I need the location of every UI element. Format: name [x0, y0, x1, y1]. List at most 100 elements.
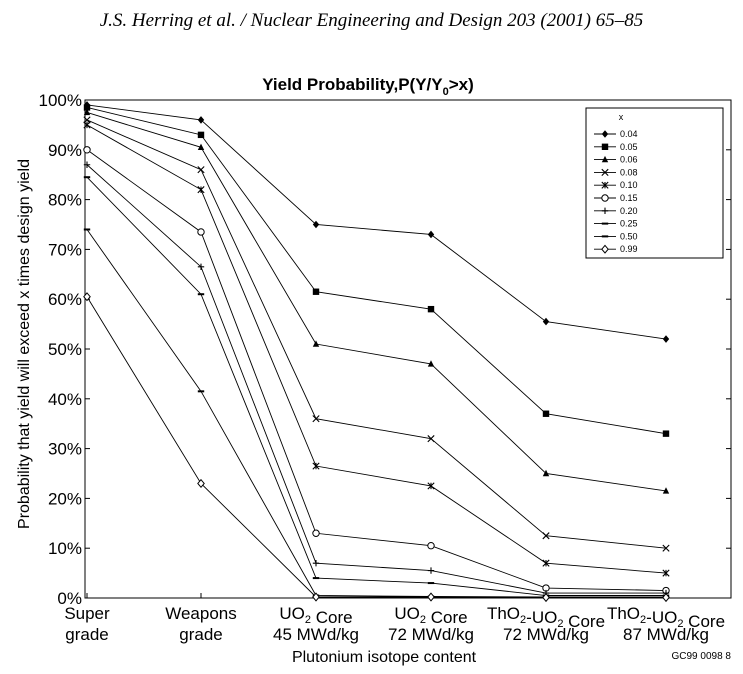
legend-label: 0.08	[620, 167, 638, 177]
legend-label: 0.20	[620, 206, 638, 216]
x-tick-label: ThO2-UO2 Core	[607, 604, 725, 631]
data-point	[197, 186, 205, 194]
data-point	[197, 131, 205, 139]
legend-item: 0.15	[594, 193, 638, 203]
legend-item: 0.10	[594, 180, 638, 190]
data-point	[83, 292, 91, 302]
data-point	[427, 305, 435, 313]
data-point	[427, 482, 435, 490]
series-line-0.50	[86, 229, 666, 598]
legend-label: 0.15	[620, 193, 638, 203]
data-point	[427, 542, 435, 550]
legend-marker	[601, 181, 609, 189]
y-tick-label: 100%	[39, 91, 82, 110]
x-axis-label: Plutonium isotope content	[292, 649, 477, 666]
series-0.20	[83, 161, 670, 597]
legend-item: 0.50	[594, 231, 638, 241]
legend-item: 0.04	[594, 129, 638, 139]
x-tick-label-line2: 87 MWd/kg	[623, 625, 709, 644]
legend-marker	[601, 130, 609, 138]
data-point	[662, 487, 670, 494]
legend-label: 0.25	[620, 219, 638, 229]
x-tick-label-line2: grade	[65, 625, 108, 644]
legend-marker	[601, 194, 609, 202]
series-0.06	[83, 108, 670, 494]
chart-title: Yield Probability,P(Y/Y0>x)	[262, 75, 474, 98]
data-point	[312, 288, 320, 295]
data-point	[197, 263, 205, 271]
y-tick-label: 20%	[48, 489, 82, 508]
legend-marker	[601, 168, 609, 176]
legend-label: 0.05	[620, 142, 638, 152]
series-line-0.05	[86, 107, 667, 435]
legend-item: 0.05	[594, 142, 638, 152]
series-0.15	[83, 146, 670, 595]
series-line-0.10	[86, 124, 667, 574]
legend-item: 0.20	[594, 206, 638, 216]
series-0.08	[83, 116, 670, 552]
journal-header: J.S. Herring et al. / Nuclear Engineerin…	[99, 10, 644, 31]
series-line-0.25	[86, 176, 666, 596]
series-0.99	[83, 292, 670, 603]
y-tick-label: 10%	[48, 539, 82, 558]
x-tick-label-line2: 72 MWd/kg	[503, 625, 589, 644]
data-point	[197, 228, 205, 236]
data-point	[542, 559, 550, 567]
data-point	[542, 410, 550, 417]
y-tick-label: 30%	[48, 440, 82, 459]
data-point	[427, 360, 435, 367]
x-tick-label-line2: 72 MWd/kg	[388, 625, 474, 644]
y-tick-label: 40%	[48, 390, 82, 409]
y-tick-label: 0%	[57, 589, 82, 608]
legend-marker	[601, 207, 609, 214]
y-axis-label: Probability that yield will exceed x tim…	[16, 159, 33, 529]
series-line-0.04	[86, 104, 667, 340]
legend-title: x	[619, 112, 624, 122]
data-point	[197, 478, 205, 489]
legend-label: 0.06	[620, 155, 638, 165]
data-point	[427, 435, 435, 443]
legend-box	[585, 107, 724, 259]
data-point	[312, 559, 320, 567]
x-tick-label: Super	[64, 604, 110, 623]
data-point	[197, 166, 205, 174]
legend-marker	[601, 155, 609, 163]
legend-label: 0.04	[620, 129, 638, 139]
data-point	[662, 569, 670, 577]
data-point	[83, 161, 91, 168]
data-point	[83, 104, 91, 111]
legend-marker	[601, 143, 609, 150]
series-line-0.20	[86, 164, 666, 594]
data-point	[542, 532, 550, 540]
x-tick-label: Weapons	[165, 604, 237, 623]
y-tick-label: 70%	[48, 240, 82, 259]
series-line-0.99	[86, 296, 666, 598]
data-point	[662, 544, 670, 552]
data-point	[312, 529, 320, 537]
legend-label: 0.99	[620, 244, 638, 254]
series-0.10	[83, 121, 670, 577]
data-point	[197, 143, 205, 151]
data-point	[542, 469, 550, 477]
x-tick-label-line2: 45 MWd/kg	[273, 625, 359, 644]
data-point	[312, 462, 320, 470]
data-point	[312, 220, 320, 229]
legend-item: 0.25	[594, 219, 638, 229]
legend-label: 0.10	[620, 180, 638, 190]
data-point	[312, 415, 320, 423]
legend-item: 0.99	[594, 244, 638, 254]
series-line-0.06	[86, 112, 667, 492]
data-point	[427, 230, 435, 239]
y-tick-label: 50%	[48, 340, 82, 359]
y-tick-label: 80%	[48, 191, 82, 210]
data-point	[312, 340, 320, 347]
data-point	[662, 335, 670, 343]
x-tick-label: UO2 Core	[394, 604, 467, 627]
data-point	[662, 592, 670, 603]
series-0.04	[83, 101, 670, 343]
legend-item: 0.08	[594, 167, 638, 177]
legend-item: 0.06	[594, 155, 638, 165]
series-0.50	[83, 228, 670, 599]
data-point	[83, 121, 91, 129]
